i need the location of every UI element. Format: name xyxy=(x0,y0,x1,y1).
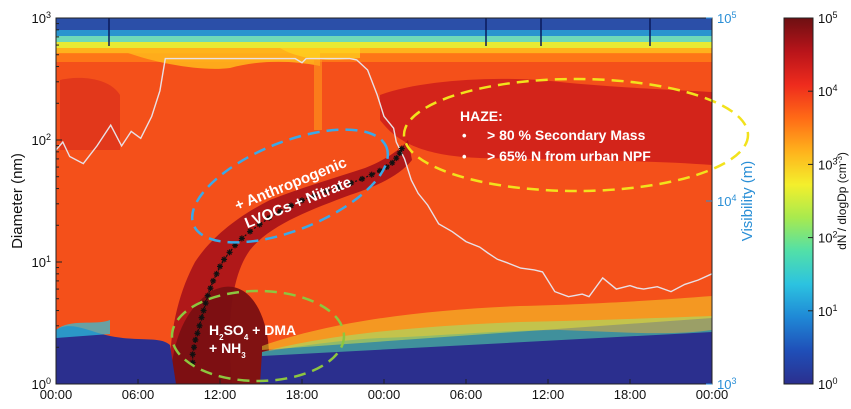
x-tick-label: 06:00 xyxy=(122,387,155,402)
growth-point xyxy=(396,150,403,157)
colorbar-tick-label: 104 xyxy=(818,83,837,99)
y-tick-label: 102 xyxy=(32,132,51,148)
colorbar-tick-label: 105 xyxy=(818,10,837,26)
growth-point xyxy=(192,336,199,343)
x-tick-label: 18:00 xyxy=(286,387,319,402)
growth-point xyxy=(210,277,217,284)
growth-point xyxy=(217,263,223,270)
growth-point xyxy=(238,235,245,242)
nuc-ellipse xyxy=(170,289,346,383)
growth-point xyxy=(256,221,263,228)
growth-point xyxy=(198,314,205,321)
growth-point xyxy=(299,197,305,204)
growth-point xyxy=(311,192,318,199)
growth-point xyxy=(266,214,273,221)
colorbar-axis: 100 101 102 103 104 105 xyxy=(808,10,837,392)
growth-point xyxy=(221,256,228,263)
haze-item-2: > 65% N from urban NPF xyxy=(487,148,651,164)
growth-point xyxy=(288,202,295,209)
growth-point xyxy=(213,270,220,277)
growth-point xyxy=(202,300,209,307)
growth-point xyxy=(389,159,396,166)
x-tick-label: 00:00 xyxy=(696,387,729,402)
growth-point xyxy=(398,145,405,152)
growth-curve xyxy=(189,145,405,366)
y2-tick-label: 105 xyxy=(717,10,736,26)
nuc-label-2: + NH3 xyxy=(209,340,246,360)
colorbar-tick-label: 103 xyxy=(818,156,837,172)
growth-point xyxy=(359,175,366,182)
y2-tick-label: 103 xyxy=(717,376,736,392)
growth-point xyxy=(204,292,211,299)
growth-point xyxy=(191,344,198,351)
haze-item-1: > 80 % Secondary Mass xyxy=(487,127,646,143)
x-axis: 00:00 06:00 12:00 18:00 00:00 06:00 12:00 18:00… xyxy=(40,379,729,402)
visibility-line xyxy=(56,57,712,298)
y-axis-left: 100 101 102 103 xyxy=(32,10,62,392)
x-tick-label: 00:00 xyxy=(40,387,73,402)
colorbar-tick-label: 101 xyxy=(818,303,837,319)
y-tick-label: 100 xyxy=(32,376,51,392)
x-tick-label: 18:00 xyxy=(614,387,647,402)
x-tick-label: 12:00 xyxy=(532,387,565,402)
growth-point xyxy=(207,285,214,292)
growth-point xyxy=(368,171,375,178)
y2-tick-label: 104 xyxy=(717,193,736,209)
growth-point xyxy=(189,351,196,358)
haze-ellipse xyxy=(402,77,750,193)
colorbar xyxy=(783,17,814,385)
x-tick-label: 00:00 xyxy=(368,387,401,402)
growth-point xyxy=(335,184,342,191)
growth-point xyxy=(247,228,254,235)
x-tick-label: 12:00 xyxy=(204,387,237,402)
colorbar-tick-label: 102 xyxy=(818,230,837,246)
x-tick-label: 06:00 xyxy=(450,387,483,402)
growth-point xyxy=(226,249,233,256)
nuc-label-1: H2SO4 + DMA xyxy=(209,322,296,342)
y-tick-label: 101 xyxy=(32,254,51,270)
growth-point xyxy=(393,155,400,162)
colorbar-tick-label: 100 xyxy=(818,376,837,392)
haze-bullet-2: • xyxy=(462,149,467,164)
y-axis-right: 103 104 105 xyxy=(706,10,736,392)
growth-point xyxy=(323,188,330,195)
heatmap-image xyxy=(56,18,712,384)
growth-point xyxy=(196,322,203,329)
growth-point xyxy=(200,307,207,314)
growth-point xyxy=(348,179,355,186)
colorbar-label: dN / dlogDp (cm-3) xyxy=(835,152,850,250)
y-axis-label: Diameter (nm) xyxy=(9,153,26,249)
anthro-ellipse xyxy=(190,128,390,244)
growth-point xyxy=(277,208,284,215)
y2-axis-label: Visibility (m) xyxy=(739,161,756,242)
haze-title: HAZE: xyxy=(460,108,503,124)
growth-point xyxy=(194,330,201,337)
haze-bullet-1: • xyxy=(462,128,467,143)
y-tick-label: 103 xyxy=(32,10,51,26)
